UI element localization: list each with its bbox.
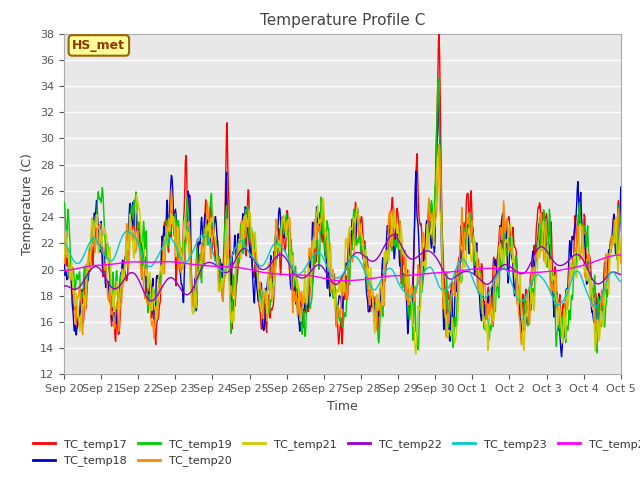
TC_temp19 xyxy=(599,290,607,296)
TC_temp18 xyxy=(87,241,95,247)
TC_temp21 xyxy=(599,318,607,324)
TC_temp23 xyxy=(388,267,396,273)
TC_temp18 xyxy=(291,283,299,288)
TC_temp23 xyxy=(292,271,300,276)
Line: TC_temp22: TC_temp22 xyxy=(64,235,621,301)
TC_temp21 xyxy=(87,245,95,251)
TC_temp24 xyxy=(163,259,171,264)
TC_temp20 xyxy=(388,243,396,249)
Text: HS_met: HS_met xyxy=(72,39,125,52)
TC_temp18 xyxy=(435,90,442,96)
TC_temp22 xyxy=(147,298,155,304)
TC_temp19 xyxy=(291,274,299,279)
TC_temp18 xyxy=(599,298,607,303)
TC_temp23 xyxy=(87,238,95,243)
TC_temp18 xyxy=(388,232,396,238)
TC_temp22 xyxy=(617,272,625,277)
TC_temp24 xyxy=(388,273,396,279)
TC_temp17 xyxy=(388,194,396,200)
TC_temp24 xyxy=(589,259,597,265)
Line: TC_temp21: TC_temp21 xyxy=(64,156,621,354)
TC_temp17 xyxy=(87,255,95,261)
TC_temp18 xyxy=(590,320,598,325)
TC_temp19 xyxy=(435,76,442,82)
TC_temp24 xyxy=(87,263,95,269)
TC_temp19 xyxy=(589,302,597,308)
TC_temp21 xyxy=(163,231,171,237)
Line: TC_temp20: TC_temp20 xyxy=(64,145,621,345)
TC_temp22 xyxy=(590,278,598,284)
TC_temp17 xyxy=(599,308,607,313)
Line: TC_temp24: TC_temp24 xyxy=(64,255,621,281)
TC_temp22 xyxy=(60,283,68,289)
TC_temp22 xyxy=(164,276,172,282)
TC_temp24 xyxy=(291,272,299,278)
TC_temp24 xyxy=(598,256,606,262)
TC_temp19 xyxy=(593,350,601,356)
TC_temp22 xyxy=(388,232,396,238)
TC_temp23 xyxy=(60,240,68,246)
TC_temp20 xyxy=(590,304,598,310)
TC_temp17 xyxy=(164,244,172,250)
TC_temp18 xyxy=(163,197,171,203)
TC_temp24 xyxy=(339,278,346,284)
Legend: TC_temp17, TC_temp18, TC_temp19, TC_temp20, TC_temp21, TC_temp22, TC_temp23, TC_: TC_temp17, TC_temp18, TC_temp19, TC_temp… xyxy=(28,434,640,471)
TC_temp22 xyxy=(389,232,397,238)
TC_temp19 xyxy=(163,234,171,240)
TC_temp20 xyxy=(291,299,299,305)
TC_temp17 xyxy=(292,274,300,280)
TC_temp21 xyxy=(617,245,625,251)
TC_temp22 xyxy=(599,278,607,284)
TC_temp19 xyxy=(60,200,68,205)
TC_temp20 xyxy=(87,256,95,262)
TC_temp23 xyxy=(124,228,131,234)
Line: TC_temp23: TC_temp23 xyxy=(64,231,621,307)
TC_temp23 xyxy=(599,291,607,297)
TC_temp19 xyxy=(617,217,625,223)
TC_temp18 xyxy=(617,184,625,190)
TC_temp18 xyxy=(60,246,68,252)
TC_temp23 xyxy=(164,236,172,241)
TC_temp18 xyxy=(557,354,565,360)
TC_temp21 xyxy=(291,276,299,281)
Title: Temperature Profile C: Temperature Profile C xyxy=(260,13,425,28)
Line: TC_temp19: TC_temp19 xyxy=(64,79,621,353)
TC_temp17 xyxy=(617,246,625,252)
TC_temp23 xyxy=(589,303,597,309)
TC_temp20 xyxy=(163,229,171,235)
TC_temp21 xyxy=(590,318,598,324)
TC_temp22 xyxy=(87,267,95,273)
TC_temp19 xyxy=(388,248,396,254)
TC_temp17 xyxy=(60,254,68,260)
TC_temp17 xyxy=(435,31,443,36)
TC_temp22 xyxy=(292,272,300,277)
TC_temp21 xyxy=(434,153,442,159)
X-axis label: Time: Time xyxy=(327,400,358,413)
TC_temp21 xyxy=(60,255,68,261)
TC_temp23 xyxy=(617,278,625,284)
TC_temp23 xyxy=(591,304,599,310)
TC_temp24 xyxy=(60,267,68,273)
Line: TC_temp18: TC_temp18 xyxy=(64,93,621,357)
TC_temp20 xyxy=(599,302,607,308)
TC_temp20 xyxy=(518,342,525,348)
TC_temp20 xyxy=(617,261,625,266)
TC_temp17 xyxy=(152,342,159,348)
Line: TC_temp17: TC_temp17 xyxy=(64,34,621,345)
TC_temp17 xyxy=(590,293,598,299)
TC_temp20 xyxy=(435,142,443,148)
Y-axis label: Temperature (C): Temperature (C) xyxy=(22,153,35,255)
TC_temp20 xyxy=(60,249,68,255)
TC_temp24 xyxy=(617,252,625,258)
TC_temp21 xyxy=(388,223,396,228)
TC_temp21 xyxy=(412,351,420,357)
TC_temp19 xyxy=(87,242,95,248)
